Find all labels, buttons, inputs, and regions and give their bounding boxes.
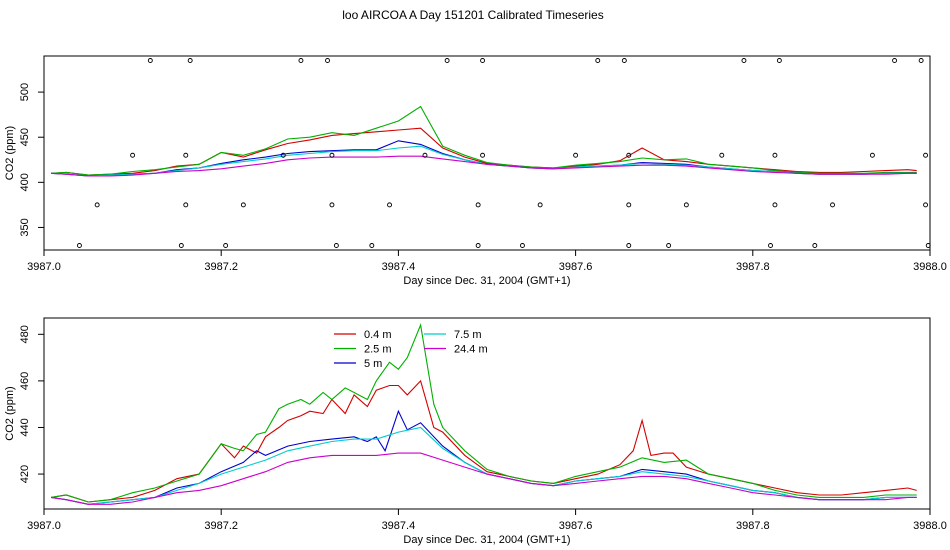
y-tick-label: 400 <box>19 173 31 191</box>
y-tick-label: 480 <box>19 325 31 343</box>
data-point <box>480 152 486 158</box>
y-tick-label: 500 <box>19 83 31 101</box>
plot-frame <box>43 55 931 251</box>
x-axis-label: Day since Dec. 31, 2004 (GMT+1) <box>403 534 570 546</box>
data-point <box>719 152 725 158</box>
data-point <box>892 58 898 63</box>
legend-label: 24.4 m <box>454 344 488 356</box>
y-tick-label: 440 <box>19 418 31 436</box>
data-point <box>621 58 627 63</box>
data-point <box>187 58 193 63</box>
data-point <box>333 243 339 248</box>
data-point <box>147 58 153 63</box>
data-point <box>183 202 189 208</box>
data-point <box>923 152 929 158</box>
bottom-panel: 3987.0 3987.2 3987.4 3987.6 3987.8 3988.0 420 4… <box>4 317 947 546</box>
data-point <box>298 58 304 63</box>
data-point <box>666 243 672 248</box>
data-point <box>329 202 335 208</box>
data-point <box>595 58 601 63</box>
data-point <box>768 243 773 248</box>
data-point <box>178 243 184 248</box>
data-point <box>325 58 330 63</box>
x-tick-label: 3987.2 <box>204 261 238 273</box>
x-tick-label: 3988.0 <box>913 520 947 532</box>
y-axis-label: CO2 (ppm) <box>4 126 16 180</box>
legend-label: 2.5 m <box>364 344 392 356</box>
data-point <box>519 243 525 248</box>
x-tick-label: 3987.4 <box>382 261 416 273</box>
data-point <box>130 152 136 158</box>
plot-frame <box>43 317 931 510</box>
figure-title: loo AIRCOA A Day 151201 Calibrated Times… <box>342 8 603 22</box>
x-tick-label: 3987.0 <box>27 261 61 273</box>
data-point <box>925 243 931 248</box>
data-point <box>329 152 335 158</box>
x-tick-label: 3987.6 <box>559 520 593 532</box>
series-line-0 <box>51 127 917 176</box>
series-line-24-4-m <box>51 452 917 505</box>
x-tick-label: 3988.0 <box>913 261 947 273</box>
x-tick-label: 3987.8 <box>736 520 770 532</box>
data-point <box>741 58 747 63</box>
data-point <box>772 152 778 158</box>
data-point <box>280 152 286 158</box>
data-point <box>475 202 481 208</box>
data-point <box>869 152 875 158</box>
data-point <box>918 58 924 63</box>
data-point <box>422 152 428 158</box>
data-point <box>772 202 778 208</box>
series-line-0-4-m <box>51 379 917 503</box>
data-point <box>626 243 632 248</box>
y-tick-label: 420 <box>19 465 31 483</box>
top-panel: 3987.0 3987.2 3987.4 3987.6 3987.8 3988.0 350 4… <box>4 55 947 287</box>
data-point <box>475 243 481 248</box>
legend-label: 0.4 m <box>364 329 392 341</box>
data-point <box>94 202 100 208</box>
data-point <box>812 243 818 248</box>
data-point <box>369 243 375 248</box>
data-point <box>923 202 929 208</box>
data-point <box>223 243 229 248</box>
x-tick-label: 3987.0 <box>27 520 61 532</box>
x-tick-label: 3987.2 <box>204 520 238 532</box>
data-point <box>444 58 450 63</box>
x-tick-label: 3987.4 <box>382 520 416 532</box>
data-point <box>387 202 392 208</box>
data-point <box>626 202 632 208</box>
data-point <box>776 58 782 63</box>
data-point <box>830 202 835 208</box>
y-tick-label: 460 <box>19 372 31 390</box>
data-point <box>76 243 82 248</box>
data-point <box>480 58 486 63</box>
y-axis-label: CO2 (ppm) <box>4 386 16 440</box>
series-line-4 <box>51 155 917 177</box>
legend-label: 5 m <box>364 358 382 370</box>
y-tick-label: 350 <box>19 218 31 236</box>
series-line-2-5-m <box>51 322 917 503</box>
data-point <box>183 152 189 158</box>
series-line-1 <box>51 105 917 176</box>
y-tick-label: 450 <box>19 128 31 146</box>
data-point <box>683 202 689 208</box>
x-axis-label: Day since Dec. 31, 2004 (GMT+1) <box>403 275 570 287</box>
x-tick-label: 3987.6 <box>559 261 593 273</box>
data-point <box>537 202 543 208</box>
x-tick-label: 3987.8 <box>736 261 770 273</box>
legend-label: 7.5 m <box>454 329 482 341</box>
data-point <box>573 152 579 158</box>
data-point <box>626 152 632 158</box>
data-point <box>240 202 246 208</box>
